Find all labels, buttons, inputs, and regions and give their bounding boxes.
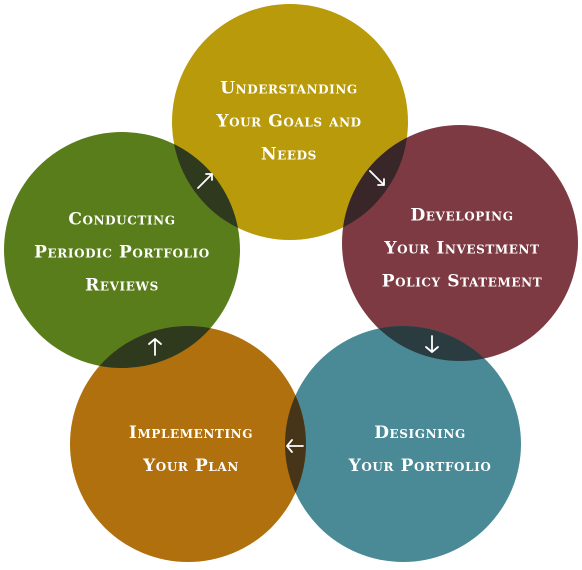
- arrows-layer: [148, 170, 439, 453]
- step-label-line: Developing: [410, 206, 513, 226]
- step-label-line: Conducting: [68, 210, 175, 230]
- step-circle-implementing: [70, 326, 306, 562]
- step-label-line: Policy Statement: [382, 272, 543, 292]
- step-label-understanding: Understanding Your Goals and Needs: [215, 79, 361, 165]
- step-label-implementing: Implementing Your Plan: [129, 423, 253, 476]
- labels-layer: Understanding Your Goals and Needs Developi…: [34, 79, 542, 477]
- step-label-line: Your Investment: [383, 239, 539, 259]
- circles-layer: [4, 4, 578, 562]
- arrow-designing-to-implementing-icon: [286, 439, 304, 453]
- step-circle-developing: [342, 125, 578, 361]
- step-circle-designing: [285, 326, 521, 562]
- step-label-line: Reviews: [85, 276, 159, 296]
- step-label-line: Designing: [374, 423, 466, 443]
- arrow-developing-to-designing-icon: [425, 335, 439, 353]
- arrow-understanding-to-developing-icon: [369, 170, 385, 186]
- step-label-line: Needs: [261, 145, 317, 165]
- step-label-line: Your Plan: [142, 456, 239, 476]
- arrow-conducting-to-understanding-icon: [197, 173, 213, 189]
- step-circle-understanding: [172, 4, 408, 240]
- step-label-line: Periodic Portfolio: [34, 243, 210, 263]
- step-label-line: Your Goals and: [215, 112, 361, 132]
- arrow-implementing-to-conducting-icon: [148, 338, 162, 356]
- step-label-line: Implementing: [129, 423, 253, 443]
- step-label-conducting: Conducting Periodic Portfolio Reviews: [34, 210, 210, 296]
- step-label-line: Your Portfolio: [348, 456, 492, 476]
- step-label-line: Understanding: [220, 79, 358, 99]
- step-circle-conducting: [4, 132, 240, 368]
- step-label-developing: Developing Your Investment Policy Statemen…: [382, 206, 543, 292]
- step-label-designing: Designing Your Portfolio: [348, 423, 492, 476]
